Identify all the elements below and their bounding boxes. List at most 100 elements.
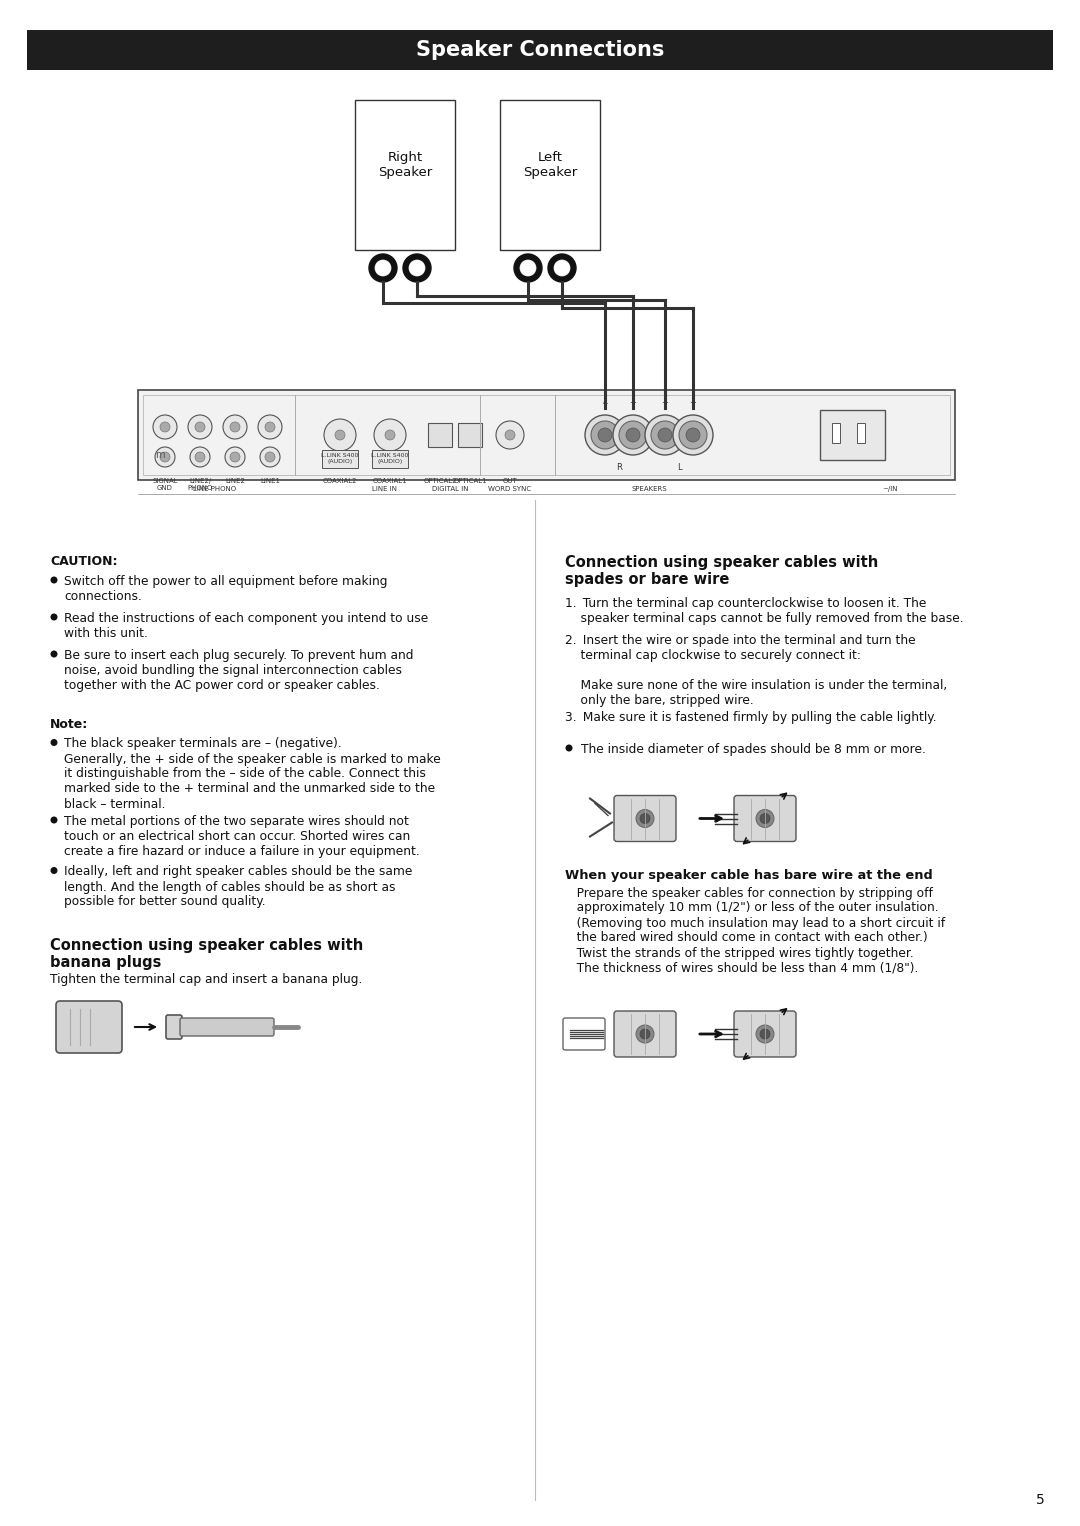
Circle shape xyxy=(636,809,654,827)
Bar xyxy=(27,31,1053,70)
Text: OPTICAL2: OPTICAL2 xyxy=(423,478,457,484)
Circle shape xyxy=(640,813,650,824)
Text: SPEAKERS: SPEAKERS xyxy=(631,485,666,491)
Circle shape xyxy=(505,430,515,439)
Circle shape xyxy=(651,421,679,449)
Text: COAXIAL2: COAXIAL2 xyxy=(323,478,357,484)
Circle shape xyxy=(756,1025,774,1042)
Text: L.LINK S400
(AUDIO): L.LINK S400 (AUDIO) xyxy=(322,453,359,464)
Text: Read the instructions of each component you intend to use
with this unit.: Read the instructions of each component … xyxy=(64,612,429,639)
Circle shape xyxy=(51,577,57,583)
Circle shape xyxy=(409,259,426,276)
Text: −: − xyxy=(523,261,534,275)
Circle shape xyxy=(548,253,576,282)
Circle shape xyxy=(645,415,685,455)
Bar xyxy=(372,450,408,468)
Bar xyxy=(143,395,950,475)
Circle shape xyxy=(51,650,57,658)
Circle shape xyxy=(514,253,542,282)
Text: −: − xyxy=(661,398,669,407)
Circle shape xyxy=(598,427,612,443)
Text: LINE1: LINE1 xyxy=(260,478,280,484)
FancyBboxPatch shape xyxy=(734,1012,796,1058)
Circle shape xyxy=(51,613,57,621)
Text: −: − xyxy=(630,398,636,407)
FancyBboxPatch shape xyxy=(166,1015,183,1039)
Circle shape xyxy=(51,816,57,824)
Text: Right
Speaker: Right Speaker xyxy=(378,151,432,179)
Text: Connection using speaker cables with
banana plugs: Connection using speaker cables with ban… xyxy=(50,938,363,971)
Text: L: L xyxy=(677,462,681,472)
Text: L.LINK S400
(AUDIO): L.LINK S400 (AUDIO) xyxy=(372,453,408,464)
Text: DIGITAL IN: DIGITAL IN xyxy=(432,485,469,491)
Circle shape xyxy=(225,447,245,467)
Bar xyxy=(820,410,885,459)
Circle shape xyxy=(230,423,240,432)
Circle shape xyxy=(195,423,205,432)
Text: LINE PHONO: LINE PHONO xyxy=(193,485,237,491)
Bar xyxy=(858,423,865,443)
Text: The metal portions of the two separate wires should not
touch or an electrical s: The metal portions of the two separate w… xyxy=(64,815,420,858)
Text: The black speaker terminals are – (negative).
Generally, the + side of the speak: The black speaker terminals are – (negat… xyxy=(64,737,441,810)
Circle shape xyxy=(760,1029,770,1039)
Circle shape xyxy=(619,421,647,449)
FancyBboxPatch shape xyxy=(56,1001,122,1053)
Circle shape xyxy=(673,415,713,455)
Circle shape xyxy=(554,259,570,276)
Bar xyxy=(428,423,453,447)
Circle shape xyxy=(260,447,280,467)
Circle shape xyxy=(160,452,170,462)
Circle shape xyxy=(384,430,395,439)
Circle shape xyxy=(324,420,356,452)
Circle shape xyxy=(686,427,700,443)
Text: +: + xyxy=(689,398,697,407)
Text: 5: 5 xyxy=(1036,1492,1044,1508)
Bar xyxy=(500,101,600,250)
Text: ~/IN: ~/IN xyxy=(882,485,897,491)
FancyBboxPatch shape xyxy=(615,795,676,841)
Text: LINE2/
PHONO: LINE2/ PHONO xyxy=(187,478,213,491)
Text: Speaker Connections: Speaker Connections xyxy=(416,40,664,60)
Bar xyxy=(458,423,482,447)
Circle shape xyxy=(265,423,275,432)
Circle shape xyxy=(591,421,619,449)
Circle shape xyxy=(222,415,247,439)
Circle shape xyxy=(679,421,707,449)
Circle shape xyxy=(51,739,57,746)
Circle shape xyxy=(756,809,774,827)
Text: Connection using speaker cables with
spades or bare wire: Connection using speaker cables with spa… xyxy=(565,555,878,588)
Circle shape xyxy=(403,253,431,282)
Circle shape xyxy=(51,867,57,874)
Circle shape xyxy=(658,427,672,443)
Circle shape xyxy=(156,447,175,467)
Text: 4: 4 xyxy=(603,398,608,407)
Circle shape xyxy=(160,423,170,432)
Text: Switch off the power to all equipment before making
connections.: Switch off the power to all equipment be… xyxy=(64,575,388,603)
Text: 2. Insert the wire or spade into the terminal and turn the
    terminal cap cloc: 2. Insert the wire or spade into the ter… xyxy=(565,633,947,707)
Text: CAUTION:: CAUTION: xyxy=(50,555,118,568)
Bar xyxy=(138,391,955,481)
Text: Left
Speaker: Left Speaker xyxy=(523,151,577,179)
Text: Be sure to insert each plug securely. To prevent hum and
noise, avoid bundling t: Be sure to insert each plug securely. To… xyxy=(64,649,414,691)
Circle shape xyxy=(760,813,770,824)
Text: +: + xyxy=(556,261,567,275)
Text: COAXIAL1: COAXIAL1 xyxy=(373,478,407,484)
Text: LINE IN: LINE IN xyxy=(373,485,397,491)
Text: LINE2: LINE2 xyxy=(225,478,245,484)
Circle shape xyxy=(369,253,397,282)
FancyBboxPatch shape xyxy=(615,1012,676,1058)
Text: SIGNAL
GND: SIGNAL GND xyxy=(152,478,178,491)
Circle shape xyxy=(640,1029,650,1039)
Circle shape xyxy=(195,452,205,462)
Text: R: R xyxy=(616,462,622,472)
Circle shape xyxy=(230,452,240,462)
Text: +: + xyxy=(378,261,389,275)
Circle shape xyxy=(190,447,210,467)
Text: 3. Make sure it is fastened firmly by pulling the cable lightly.: 3. Make sure it is fastened firmly by pu… xyxy=(565,711,936,725)
Text: OUT: OUT xyxy=(502,478,517,484)
Text: When your speaker cable has bare wire at the end: When your speaker cable has bare wire at… xyxy=(565,868,933,882)
Circle shape xyxy=(335,430,345,439)
Circle shape xyxy=(636,1025,654,1042)
Text: m: m xyxy=(156,450,165,459)
Circle shape xyxy=(613,415,653,455)
